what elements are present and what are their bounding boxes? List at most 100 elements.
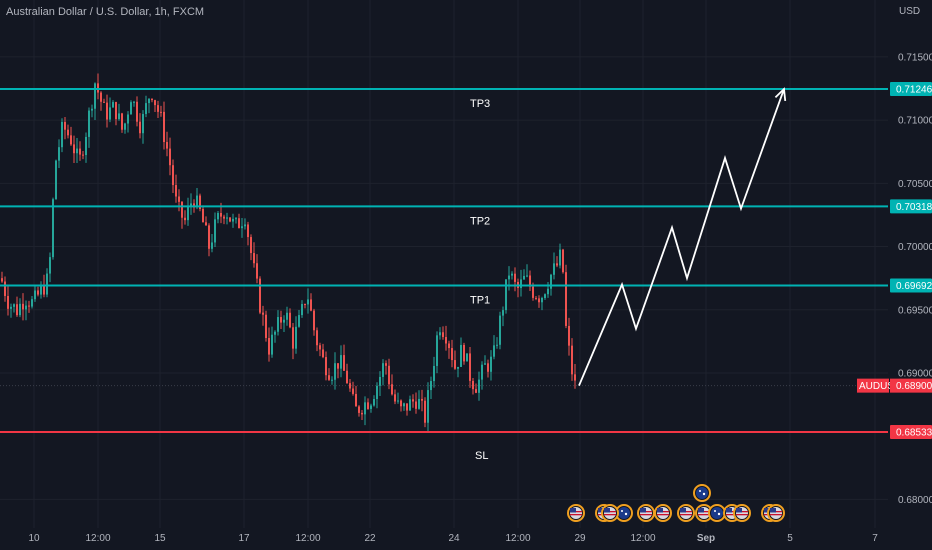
candle-body [145,103,147,115]
event-markers [567,484,785,522]
candle-body [109,107,111,120]
candle-body [385,363,387,366]
candle-body [199,195,201,209]
candle-body [451,348,453,361]
candle-body [256,263,258,279]
candle-body [178,196,180,202]
flag-us-icon[interactable] [654,504,672,522]
candle-body [7,295,9,309]
flag-au-icon[interactable] [693,484,711,502]
candle-body [130,102,132,115]
candle-body [286,312,288,320]
candle-body [136,101,138,122]
flag-us-icon[interactable] [767,504,785,522]
candle-body [391,384,393,395]
candle-body [538,298,540,303]
candle-body [403,403,405,407]
x-tick-label: 12:00 [85,533,110,544]
candle-body [445,337,447,344]
flag-au-icon[interactable] [708,504,726,522]
flag-us-icon[interactable] [637,504,655,522]
flag-us-icon[interactable] [677,504,695,522]
candle-body [418,398,420,409]
candle-body [34,290,36,300]
candle-body [472,380,474,390]
level-price-tag-text: 0.71246 [896,85,932,96]
candle-body [271,334,273,355]
candle-body [427,390,429,423]
candle-body [493,345,495,357]
x-tick-label: 22 [364,533,376,544]
candle-body [40,285,42,295]
price-axis[interactable]: 0.71500 0.71000 0.70500 0.70000 0.69500 0.690… [857,52,932,506]
candle-body [115,102,117,120]
candle-body [412,399,414,402]
candle-body [541,297,543,303]
candle-body [388,365,390,385]
candle-body [514,273,516,282]
candle-body [10,306,12,309]
candle-body [397,400,399,402]
candle-body [562,249,564,273]
candle-body [334,363,336,380]
candle-body [247,224,249,238]
candle-body [490,356,492,372]
candle-body [124,123,126,130]
time-axis[interactable]: 10 12:00 15 17 12:00 22 24 12:00 29 12:00 Sep 5 7 [28,533,878,544]
x-tick-label: 15 [154,533,166,544]
candle-body [58,147,60,161]
candle-body [112,102,114,108]
level-price-tag [890,425,932,440]
candle-body [316,330,318,346]
candle-body [223,216,225,219]
price-levels: TP3 TP2 TP1 SL [0,88,888,462]
candle-body [400,400,402,407]
candle-body [187,206,189,221]
flag-us-icon[interactable] [601,504,619,522]
candle-body [118,113,120,120]
candle-body [259,278,261,313]
candle-body [229,217,231,222]
x-tick-label: 12:00 [630,533,655,544]
flag-us-icon[interactable] [695,504,713,522]
candle-body [550,274,552,289]
x-tick-label: 24 [448,533,460,544]
symbol-tag-text: AUDUSD [859,381,901,392]
candle-body [160,111,162,113]
candle-body [310,299,312,311]
candles [1,73,576,433]
candle-body [325,357,327,376]
candle-body [499,315,501,345]
candle-body [214,219,216,243]
candle-body [163,111,165,143]
candle-body [253,253,255,264]
candle-body [196,195,198,208]
x-tick-label: 12:00 [295,533,320,544]
candle-body [4,281,6,296]
flag-us-icon[interactable] [733,504,751,522]
candle-body [502,310,504,316]
flag-us-icon[interactable] [567,504,585,522]
candle-body [181,201,183,218]
candle-body [52,199,54,258]
candle-body [274,331,276,335]
candle-body [556,263,558,266]
y-tick-label: 0.70000 [898,242,932,253]
candle-body [61,121,63,148]
candle-body [49,257,51,274]
candle-body [505,279,507,311]
candle-body [340,355,342,369]
candle-body [55,160,57,200]
candle-body [358,406,360,413]
candle-body [268,338,270,355]
candle-body [406,403,408,411]
candle-body [91,108,93,111]
candle-body [463,344,465,362]
candle-body [523,275,525,280]
projection-line[interactable] [578,88,785,386]
y-tick-label: 0.71000 [898,116,932,127]
arrow-head-icon [774,87,787,102]
candle-body [508,275,510,280]
